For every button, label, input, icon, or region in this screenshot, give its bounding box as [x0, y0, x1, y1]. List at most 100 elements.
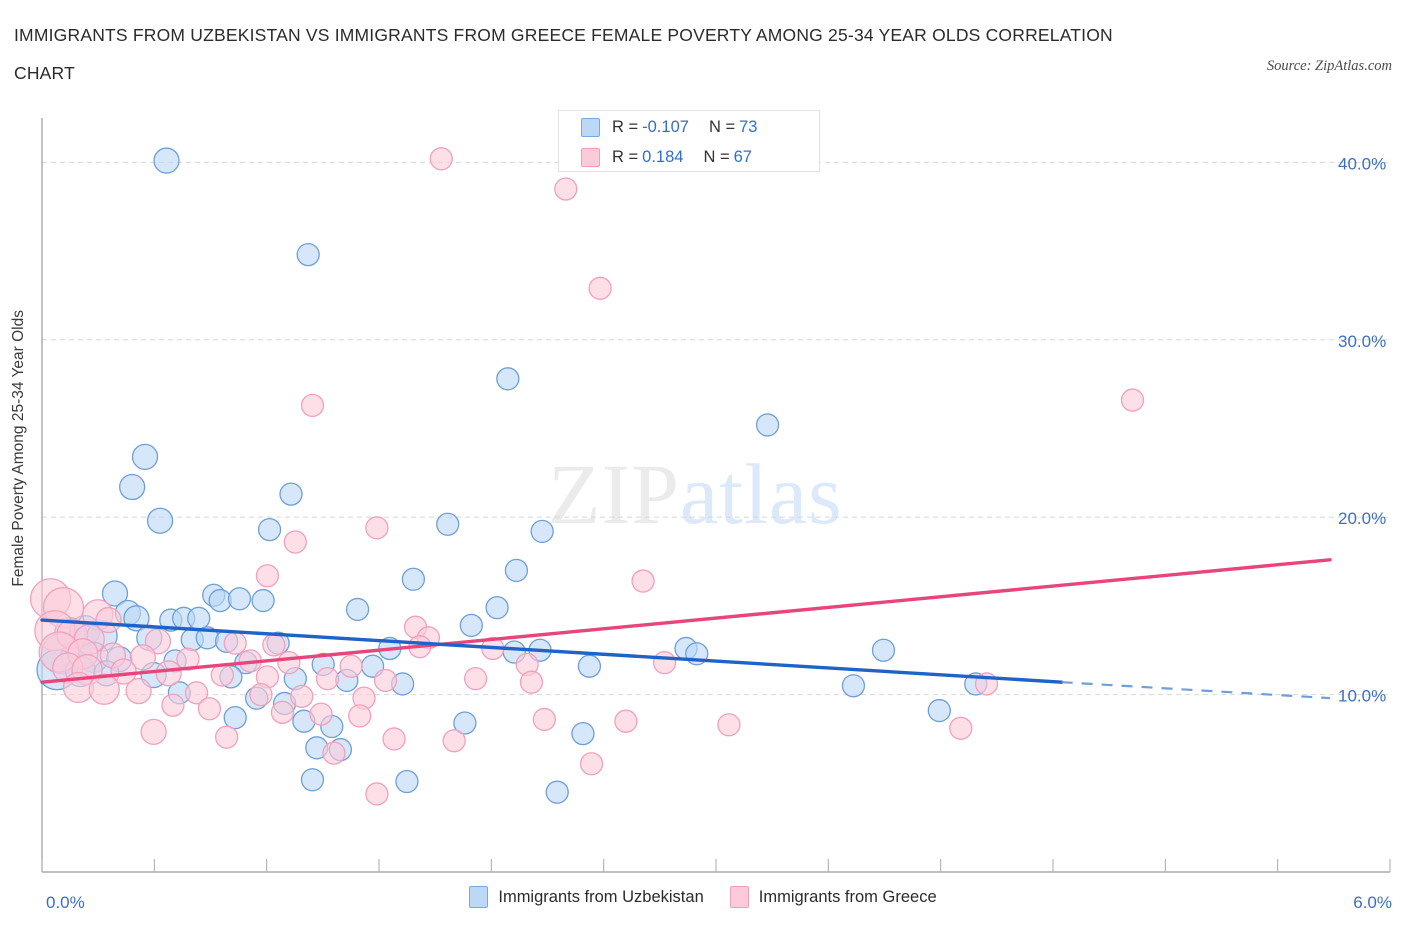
data-point[interactable] — [871, 638, 896, 662]
data-point[interactable] — [571, 721, 595, 746]
data-point[interactable] — [125, 677, 152, 705]
data-point[interactable] — [283, 530, 307, 554]
data-point[interactable] — [153, 147, 180, 174]
data-point[interactable] — [530, 519, 554, 544]
data-point[interactable] — [300, 393, 325, 418]
data-point[interactable] — [101, 580, 129, 607]
data-point[interactable] — [315, 666, 340, 691]
data-point[interactable] — [257, 517, 282, 542]
data-point[interactable] — [184, 681, 209, 705]
data-point[interactable] — [717, 713, 741, 737]
x-axis-min-label: 0.0% — [46, 893, 85, 912]
data-point[interactable] — [270, 700, 295, 724]
data-point[interactable] — [755, 413, 780, 437]
trendline-greece — [40, 558, 1332, 684]
data-point[interactable] — [949, 716, 973, 740]
series-label-uzbekistan: Immigrants from Uzbekistan — [498, 887, 704, 906]
data-point[interactable] — [223, 631, 247, 655]
series-swatch-greece — [729, 886, 749, 908]
title-block: IMMIGRANTS FROM UZBEKISTAN VS IMMIGRANTS… — [14, 16, 1392, 92]
data-point[interactable] — [504, 558, 529, 583]
data-point[interactable] — [373, 668, 398, 693]
data-point[interactable] — [95, 606, 122, 634]
data-point[interactable] — [131, 443, 159, 471]
data-point[interactable] — [652, 651, 677, 675]
data-point[interactable] — [223, 706, 247, 730]
data-point[interactable] — [442, 729, 466, 753]
data-point[interactable] — [161, 693, 185, 717]
legend-row-greece: R = 0.184 N = 67 — [581, 144, 819, 171]
data-point[interactable] — [339, 654, 363, 678]
data-point[interactable] — [395, 769, 419, 794]
data-point[interactable] — [277, 651, 301, 675]
data-point[interactable] — [176, 647, 200, 671]
legend-r-label-greece: R = — [612, 148, 639, 166]
legend-r-value-uzbekistan: -0.107 — [642, 118, 689, 136]
data-point[interactable] — [401, 567, 426, 591]
data-point[interactable] — [545, 780, 569, 804]
data-point[interactable] — [300, 768, 325, 792]
data-point[interactable] — [88, 673, 120, 705]
data-point[interactable] — [249, 682, 273, 707]
data-point[interactable] — [227, 587, 252, 611]
page-title-line-1: IMMIGRANTS FROM UZBEKISTAN VS IMMIGRANTS… — [14, 25, 1113, 45]
data-point[interactable] — [187, 606, 211, 630]
data-point[interactable] — [365, 782, 389, 806]
data-point[interactable] — [577, 654, 602, 678]
page-title-line-2: CHART — [14, 63, 75, 83]
series-legend-item-greece[interactable]: Immigrants from Greece — [729, 886, 937, 908]
data-point[interactable] — [453, 711, 477, 735]
data-point[interactable] — [290, 684, 314, 709]
data-point[interactable] — [309, 702, 333, 726]
data-point[interactable] — [155, 660, 182, 687]
data-point[interactable] — [436, 512, 460, 536]
data-point[interactable] — [382, 727, 406, 751]
data-point[interactable] — [579, 752, 604, 776]
data-point[interactable] — [532, 707, 556, 732]
data-point[interactable] — [1120, 388, 1145, 412]
data-point[interactable] — [345, 597, 370, 622]
legend-swatch-uzbekistan — [581, 118, 600, 137]
data-point[interactable] — [251, 588, 275, 613]
data-point[interactable] — [519, 670, 544, 694]
data-point[interactable] — [279, 482, 303, 506]
data-point[interactable] — [322, 741, 346, 765]
data-point[interactable] — [348, 704, 372, 728]
data-point[interactable] — [463, 666, 488, 691]
data-point[interactable] — [197, 697, 222, 721]
data-point[interactable] — [146, 507, 174, 534]
data-point[interactable] — [262, 633, 286, 657]
x-axis-max-label: 6.0% — [1353, 893, 1392, 912]
data-point[interactable] — [214, 725, 239, 749]
data-point[interactable] — [554, 177, 578, 201]
data-point[interactable] — [631, 569, 655, 593]
data-point[interactable] — [496, 367, 520, 391]
data-point[interactable] — [614, 709, 638, 733]
y-axis-tick-label: 40.0% — [1338, 154, 1386, 173]
data-point[interactable] — [140, 718, 167, 745]
legend-n-label-uzbekistan: N = — [708, 118, 736, 136]
series-legend-item-uzbekistan[interactable]: Immigrants from Uzbekistan — [469, 886, 704, 908]
data-point[interactable] — [296, 242, 320, 267]
data-point[interactable] — [841, 674, 866, 698]
data-point[interactable] — [365, 516, 389, 540]
correlation-stats-legend: R = -0.107 N = 73 R = 0.184 N = 67 — [558, 110, 820, 172]
data-point[interactable] — [927, 698, 951, 723]
data-point[interactable] — [588, 276, 612, 300]
y-axis-tick-label: 10.0% — [1338, 687, 1386, 706]
data-point[interactable] — [129, 644, 157, 671]
data-point[interactable] — [459, 613, 483, 638]
data-point[interactable] — [208, 588, 232, 613]
legend-r-label-uzbekistan: R = — [612, 118, 639, 136]
legend-n-value-uzbekistan: 73 — [739, 118, 758, 136]
data-point[interactable] — [119, 473, 146, 501]
data-point[interactable] — [255, 564, 280, 588]
y-axis-tick-label: 20.0% — [1338, 509, 1386, 528]
data-point[interactable] — [485, 596, 509, 620]
y-axis-tick-label: 30.0% — [1338, 332, 1386, 351]
trendline-uzbekistan — [40, 618, 1064, 684]
source-label: Source: ZipAtlas.com — [1266, 58, 1392, 74]
data-point[interactable] — [429, 147, 453, 171]
